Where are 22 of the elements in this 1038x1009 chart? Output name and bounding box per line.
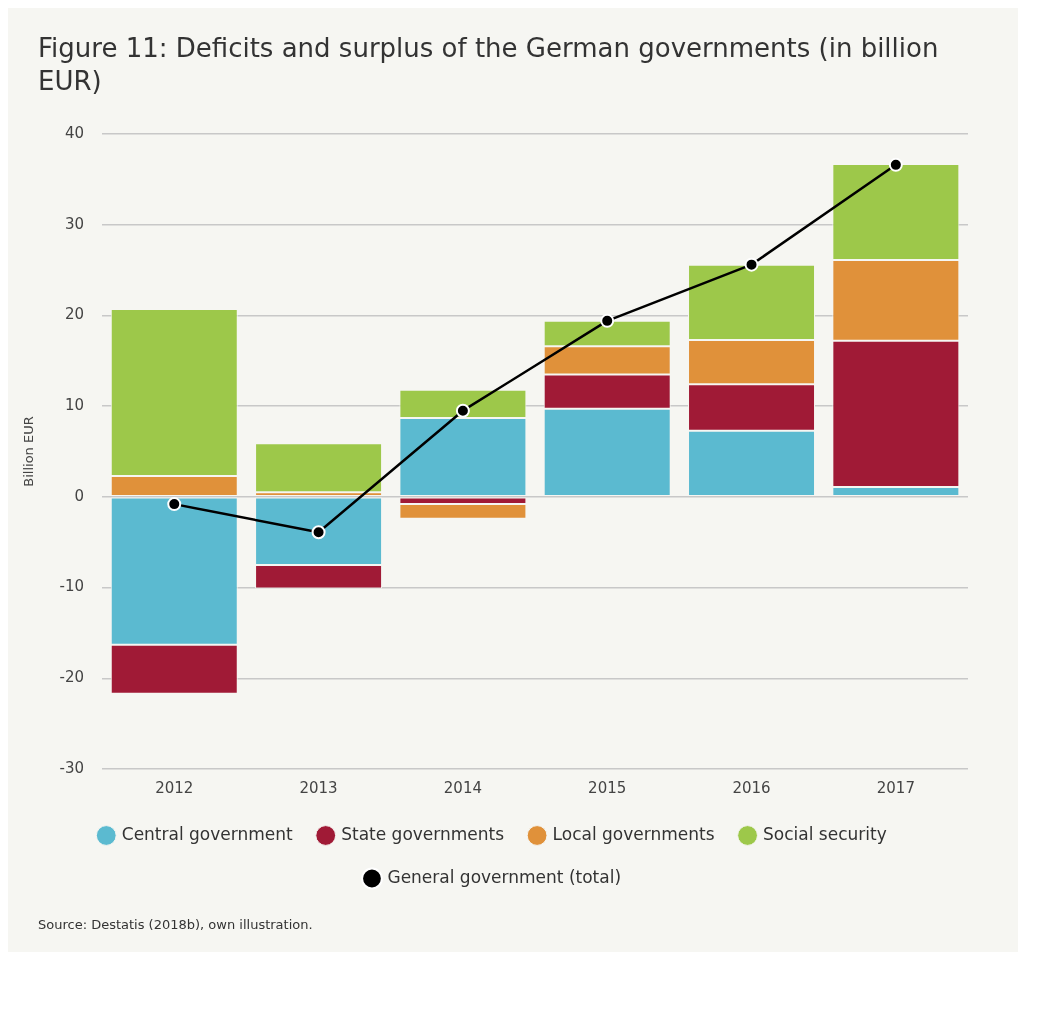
source-note: Source: Destatis (2018b), own illustration. bbox=[37, 916, 314, 932]
y-tick-label: 20 bbox=[65, 305, 85, 324]
legend-label: State governments bbox=[341, 823, 505, 844]
y-tick-label: -30 bbox=[59, 758, 85, 777]
y-tick-label: 0 bbox=[74, 486, 85, 505]
x-tick-label: 2015 bbox=[588, 778, 627, 797]
y-tick-label: 30 bbox=[65, 214, 85, 233]
y-tick-label: 40 bbox=[65, 123, 85, 142]
legend-label: Central government bbox=[121, 823, 294, 844]
y-tick-label: 10 bbox=[65, 396, 85, 415]
chart-title: Figure 11: Deficits and surplus of the German governments (in billion EUR) bbox=[37, 32, 940, 98]
legend-label: Local governments bbox=[552, 823, 715, 844]
x-tick-label: 2013 bbox=[299, 778, 338, 797]
y-tick-label: -10 bbox=[59, 577, 85, 596]
x-tick-label: 2017 bbox=[876, 778, 915, 797]
x-tick-label: 2016 bbox=[732, 778, 771, 797]
y-tick-label: -20 bbox=[59, 668, 85, 687]
y-axis-title: Billion EUR bbox=[21, 416, 37, 487]
x-tick-label: 2012 bbox=[155, 778, 194, 797]
legend-label: General government (total) bbox=[387, 866, 622, 887]
x-tick-label: 2014 bbox=[443, 778, 482, 797]
legend-label: Social security bbox=[763, 823, 887, 844]
